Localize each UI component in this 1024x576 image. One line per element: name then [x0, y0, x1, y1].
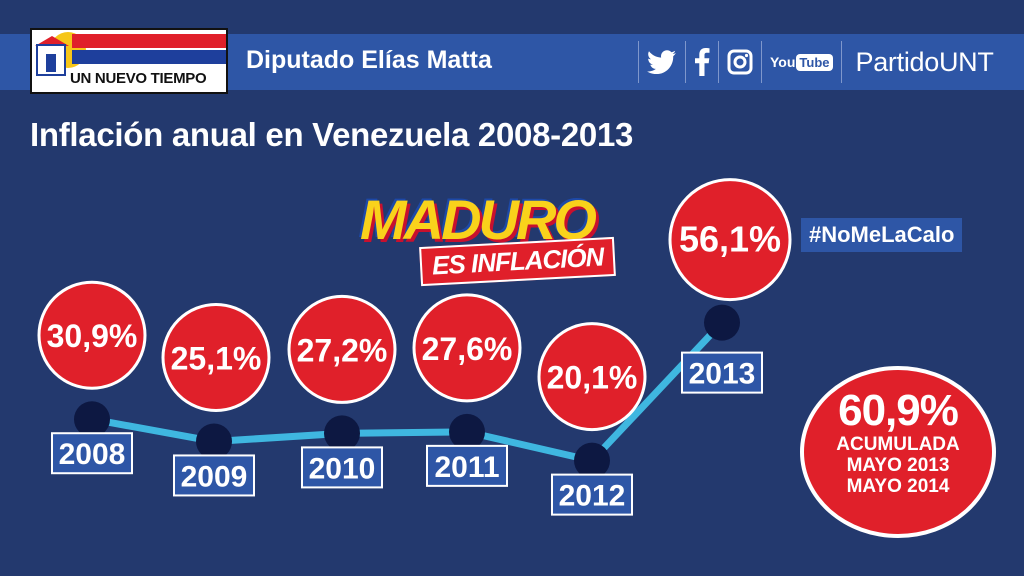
youtube-icon[interactable]: You Tube [770, 53, 833, 71]
tick-label: 2009 [181, 460, 248, 493]
twitter-icon[interactable] [647, 50, 677, 74]
tick-label: 2011 [434, 451, 499, 484]
party-handle[interactable]: PartidoUNT [855, 46, 994, 77]
data-point [574, 442, 610, 479]
data-point [704, 304, 740, 341]
data-label: 25,1% [171, 340, 262, 376]
slogan: MADURO ES INFLACIÓN [360, 190, 650, 290]
tick-label: 2008 [59, 438, 126, 471]
tick-label: 2012 [559, 480, 626, 513]
party-logo: UN NUEVO TIEMPO [30, 28, 228, 94]
summary-line1: ACUMULADA [836, 434, 960, 455]
data-point [324, 415, 360, 452]
data-label: 20,1% [547, 360, 638, 396]
data-label: 30,9% [47, 318, 138, 354]
summary-line3: MAYO 2014 [846, 476, 950, 497]
house-roof-icon [35, 36, 69, 46]
social-links: You Tube PartidoUNT [630, 38, 994, 86]
deputy-name: Diputado Elías Matta [246, 46, 492, 74]
hashtag[interactable]: #NoMeLaCalo [801, 218, 963, 252]
summary-line2: MAYO 2013 [846, 455, 950, 476]
tick-label: 2010 [309, 452, 376, 485]
facebook-icon[interactable] [694, 48, 710, 76]
summary-value: 60,9% [838, 386, 959, 435]
year-label-box [51, 432, 133, 475]
chart-title: Inflación anual en Venezuela 2008-2013 [30, 116, 634, 153]
tick-label: 2013 [689, 358, 756, 391]
value-bubble [412, 293, 522, 403]
year-label-box [426, 444, 508, 487]
data-label: 27,6% [422, 331, 513, 367]
data-label: 56,1% [679, 219, 781, 260]
year-label-box [173, 454, 255, 497]
data-point [449, 413, 485, 450]
logo-text: UN NUEVO TIEMPO [70, 70, 207, 87]
year-label-box [301, 446, 383, 489]
summary-badge: 60,9% ACUMULADA MAYO 2013 MAYO 2014 [800, 366, 996, 538]
instagram-icon[interactable] [727, 49, 753, 75]
value-bubble [668, 178, 792, 302]
value-bubble [537, 322, 647, 432]
value-bubble [161, 302, 271, 412]
value-bubble [37, 280, 147, 390]
year-label-box [681, 351, 763, 394]
series-line [91, 320, 725, 465]
data-label: 27,2% [297, 332, 388, 368]
year-label-box [551, 473, 633, 516]
data-point [74, 401, 110, 438]
value-bubble [287, 294, 397, 404]
data-point [196, 423, 232, 460]
